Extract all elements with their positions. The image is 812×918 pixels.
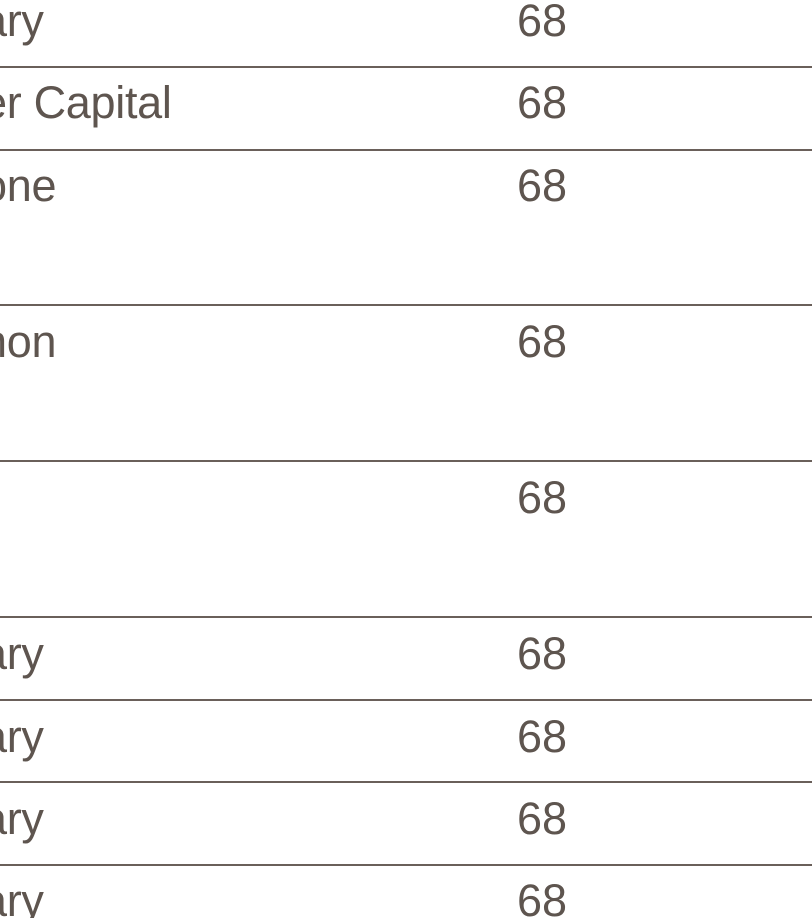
row-name: ary xyxy=(0,793,44,844)
table-row: ary 68 xyxy=(0,874,812,918)
table-row: non 68 xyxy=(0,315,812,462)
row-name: one xyxy=(0,160,57,211)
row-value: 68 xyxy=(517,316,568,367)
table-row: ary 68 xyxy=(0,627,812,701)
row-value: 68 xyxy=(517,472,568,523)
row-value: 68 xyxy=(517,793,568,844)
row-name: ary xyxy=(0,711,44,762)
row-name: ary xyxy=(0,0,44,46)
row-name: non xyxy=(0,316,57,367)
row-name: ary xyxy=(0,875,44,918)
row-name: er Capital xyxy=(0,77,172,128)
table-row: ary 68 xyxy=(0,792,812,866)
table-row: ary 68 xyxy=(0,710,812,783)
row-value: 68 xyxy=(517,0,568,46)
table-row: er Capital 68 xyxy=(0,76,812,151)
row-value: 68 xyxy=(517,160,568,211)
row-value: 68 xyxy=(517,628,568,679)
row-value: 68 xyxy=(517,875,568,918)
table-row: 68 xyxy=(0,471,812,618)
row-name: ary xyxy=(0,628,44,679)
table-row: one 68 xyxy=(0,159,812,306)
row-value: 68 xyxy=(517,77,568,128)
table-row: ary 68 xyxy=(0,0,812,68)
row-value: 68 xyxy=(517,711,568,762)
